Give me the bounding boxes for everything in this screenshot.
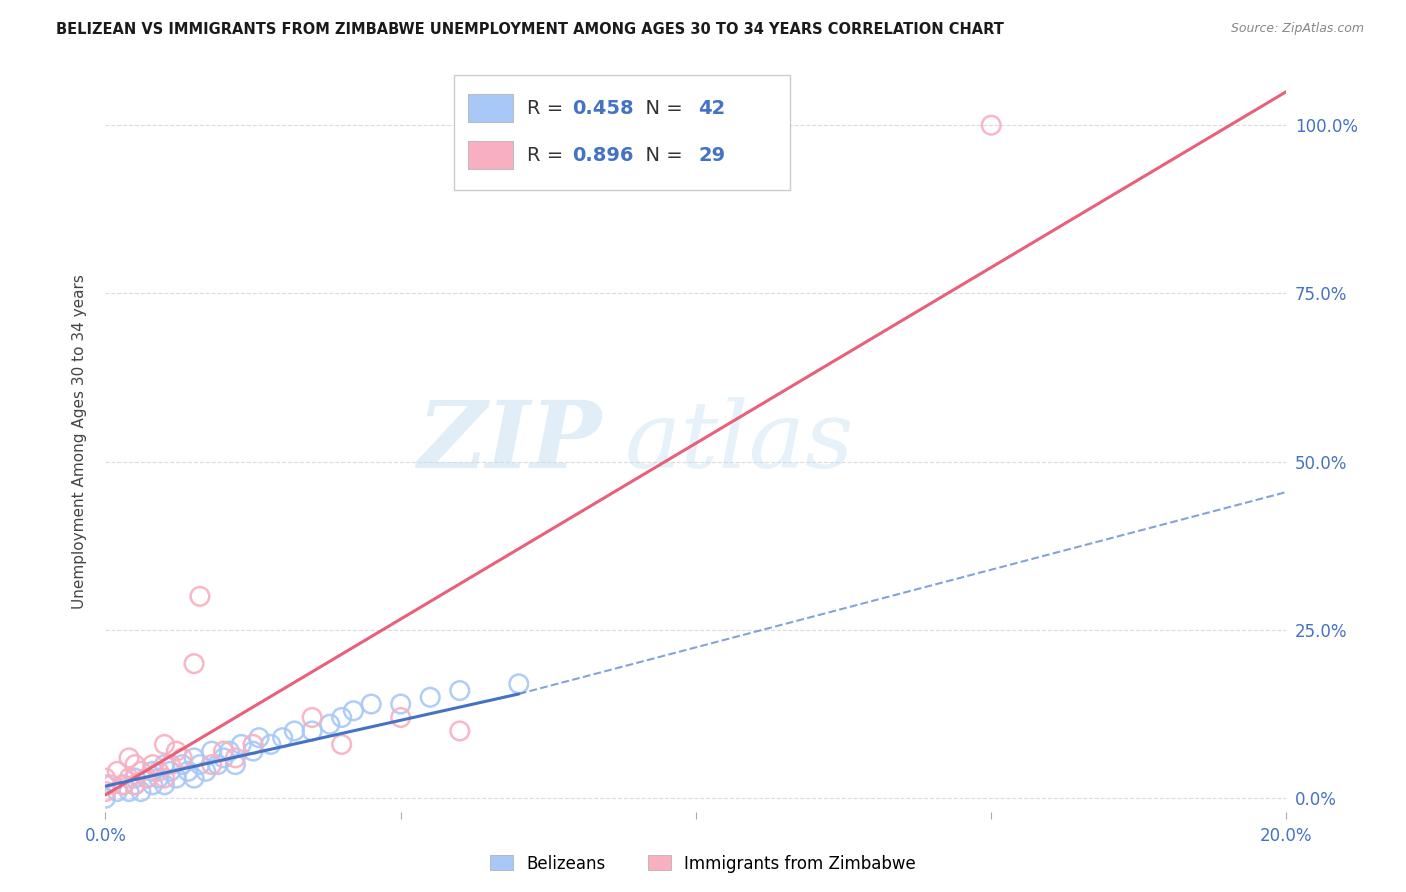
Point [153,778,176,792]
Point [449,723,471,738]
Point [389,697,412,711]
Point [105,764,128,779]
Point [212,744,235,758]
Point [142,764,165,779]
Point [360,697,382,711]
Point [508,677,530,691]
Text: R =: R = [527,99,569,118]
Point [94,771,117,785]
FancyBboxPatch shape [468,95,513,122]
Text: Source: ZipAtlas.com: Source: ZipAtlas.com [1230,22,1364,36]
Point [224,757,246,772]
Point [188,757,211,772]
Text: atlas: atlas [626,397,855,486]
Point [124,778,146,792]
Point [124,771,146,785]
Point [148,771,170,785]
Point [129,784,152,798]
Point [112,778,135,792]
Point [159,764,181,779]
Point [135,771,157,785]
Point [242,744,264,758]
Text: ZIP: ZIP [418,397,602,486]
Point [100,778,122,792]
Point [183,771,205,785]
Point [301,710,323,724]
Point [342,704,364,718]
Point [301,723,323,738]
Point [330,710,353,724]
Point [153,771,176,785]
Point [194,764,217,779]
Text: 42: 42 [699,99,725,118]
Point [201,757,224,772]
Point [124,778,146,792]
Point [247,731,270,745]
Point [172,751,194,765]
Point [165,771,187,785]
Point [129,764,152,779]
Point [94,778,117,792]
Point [153,738,176,752]
Point [201,744,224,758]
Point [153,757,176,772]
Text: 0.896: 0.896 [572,145,634,164]
Point [449,683,471,698]
Point [271,731,294,745]
FancyBboxPatch shape [454,75,790,190]
Point [207,757,229,772]
Point [118,751,141,765]
Point [419,690,441,705]
Point [389,710,412,724]
Point [118,784,141,798]
Point [319,717,342,731]
FancyBboxPatch shape [468,141,513,169]
Text: 29: 29 [699,145,725,164]
Point [148,764,170,779]
Text: BELIZEAN VS IMMIGRANTS FROM ZIMBABWE UNEMPLOYMENT AMONG AGES 30 TO 34 YEARS CORR: BELIZEAN VS IMMIGRANTS FROM ZIMBABWE UNE… [56,22,1004,37]
Point [212,751,235,765]
Text: N =: N = [633,145,689,164]
Point [124,757,146,772]
Point [94,791,117,805]
Point [188,590,211,604]
Y-axis label: Unemployment Among Ages 30 to 34 years: Unemployment Among Ages 30 to 34 years [72,274,87,609]
Point [172,757,194,772]
Point [135,771,157,785]
Point [112,778,135,792]
Point [980,118,1002,132]
Point [159,757,181,772]
Point [118,771,141,785]
Point [165,744,187,758]
Legend: Belizeans, Immigrants from Zimbabwe: Belizeans, Immigrants from Zimbabwe [484,848,922,880]
Point [142,778,165,792]
Point [283,723,305,738]
Point [142,757,165,772]
Point [330,738,353,752]
Point [183,657,205,671]
Point [242,738,264,752]
Point [177,764,200,779]
Point [224,751,246,765]
Text: N =: N = [633,99,689,118]
Point [105,784,128,798]
Text: 0.458: 0.458 [572,99,634,118]
Point [260,738,283,752]
Text: R =: R = [527,145,569,164]
Point [231,738,253,752]
Point [183,751,205,765]
Point [94,784,117,798]
Point [218,744,240,758]
